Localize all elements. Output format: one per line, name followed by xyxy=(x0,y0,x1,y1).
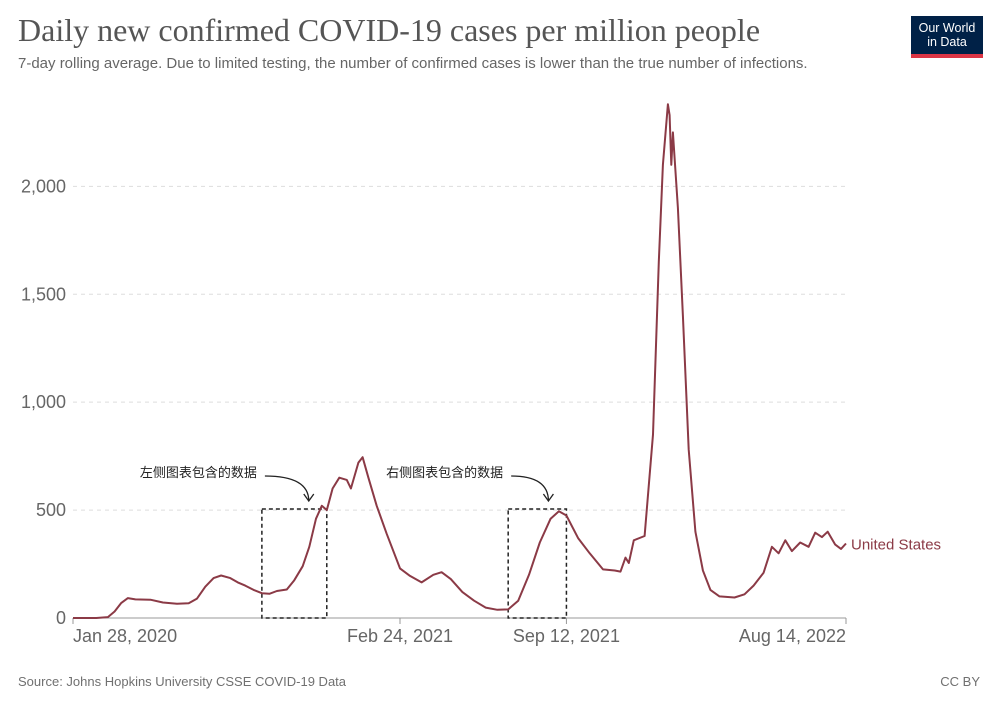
annotation-label: 右侧图表包含的数据 xyxy=(386,465,503,481)
y-tick-label: 2,000 xyxy=(21,176,66,196)
annotation-box xyxy=(261,508,328,619)
logo-line-2: in Data xyxy=(927,35,967,49)
x-tick-label: Jan 28, 2020 xyxy=(73,626,177,646)
series-label: United States xyxy=(851,537,941,554)
y-tick-label: 0 xyxy=(56,608,66,628)
series-line-united-states xyxy=(73,103,847,619)
y-tick-label: 1,000 xyxy=(21,392,66,412)
annotation-label: 左侧图表包含的数据 xyxy=(140,465,257,481)
annotation-arrow xyxy=(511,475,550,502)
license-note[interactable]: CC BY xyxy=(940,674,980,689)
chart-subtitle: 7-day rolling average. Due to limited te… xyxy=(18,55,808,72)
y-tick-label: 1,500 xyxy=(21,284,66,304)
x-tick-label: Aug 14, 2022 xyxy=(739,626,846,646)
logo-line-1: Our World xyxy=(918,21,976,35)
owid-logo[interactable]: Our World in Data xyxy=(911,16,983,58)
x-tick-label: Feb 24, 2021 xyxy=(347,626,453,646)
annotation-box xyxy=(507,508,568,619)
y-tick-label: 500 xyxy=(36,500,66,520)
chart-title: Daily new confirmed COVID-19 cases per m… xyxy=(18,12,761,48)
source-note[interactable]: Source: Johns Hopkins University CSSE CO… xyxy=(18,674,347,689)
annotation-arrow xyxy=(264,475,310,502)
annotation-arrowhead xyxy=(542,493,554,503)
annotation-arrowhead xyxy=(303,493,315,503)
x-tick-label: Sep 12, 2021 xyxy=(513,626,620,646)
